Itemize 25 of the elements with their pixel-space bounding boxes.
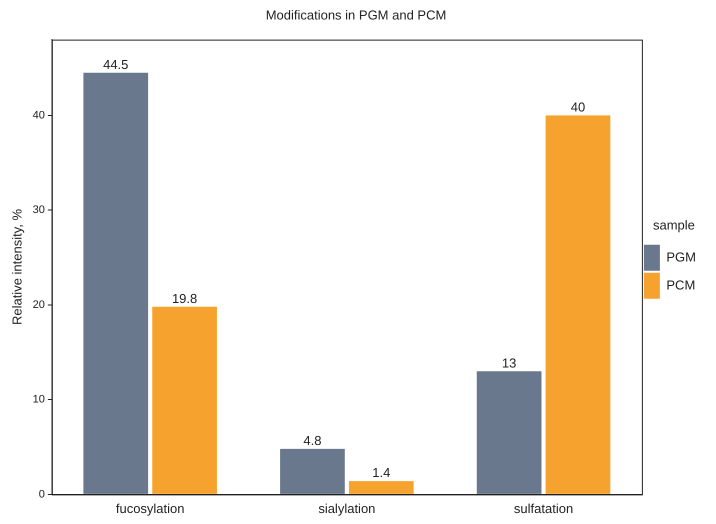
bar — [476, 371, 542, 494]
y-tick-label: 30 — [32, 204, 45, 216]
data-label: 4.8 — [303, 433, 322, 448]
data-label: 40 — [570, 99, 586, 114]
bar — [280, 448, 345, 494]
bar — [83, 72, 148, 494]
x-tick-label: sulfatation — [514, 500, 574, 516]
y-axis-title: Relative intensity, % — [9, 208, 24, 326]
data-label: 13 — [502, 355, 516, 370]
legend-label: PCM — [666, 277, 696, 292]
legend-label: PGM — [666, 249, 696, 264]
y-tick-label: 0 — [38, 488, 45, 500]
data-label: 1.4 — [372, 465, 390, 480]
bar — [546, 115, 610, 494]
x-tick-label: sialylation — [318, 500, 376, 516]
legend-title: sample — [652, 217, 695, 232]
data-label: 19.8 — [172, 290, 198, 306]
chart-title: Modifications in PGM and PCM — [266, 7, 446, 22]
bar — [348, 481, 414, 494]
data-label: 44.5 — [103, 56, 128, 72]
y-tick-label: 40 — [32, 109, 45, 122]
x-tick-label: fucosylation — [116, 500, 185, 516]
y-tick-label: 10 — [32, 394, 45, 406]
bar — [152, 306, 217, 494]
y-tick-label: 20 — [32, 298, 45, 311]
